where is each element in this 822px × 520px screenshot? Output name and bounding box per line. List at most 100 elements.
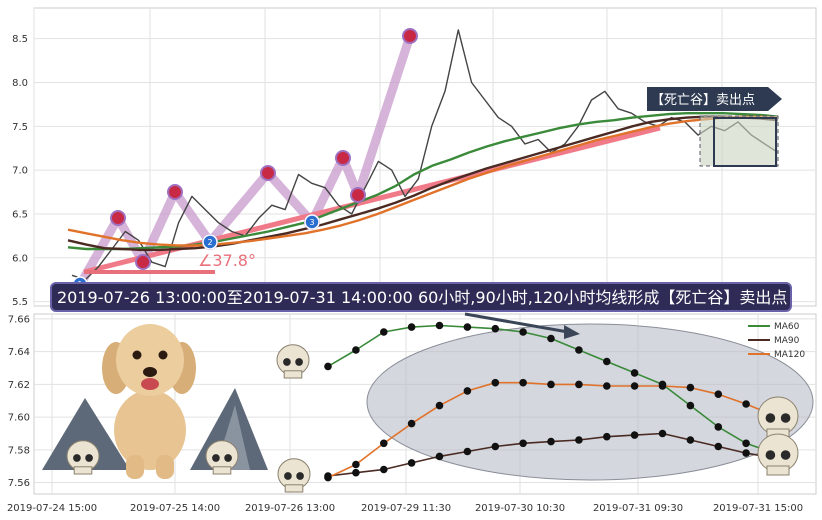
zoom-y-tick: 7.60 [8,413,30,424]
zoom-series-point [630,431,639,439]
zoom-series-point [324,362,332,371]
zoom-series-point [714,423,723,431]
legend-entry: MA90 [774,336,800,346]
skull-eye [780,413,791,423]
zoom-series-point [519,378,527,387]
skull-eye [296,472,304,480]
zoom-series-point [547,380,555,389]
wave-marker-label: 2 [207,238,212,247]
price-y-tick: 5.5 [12,297,28,308]
zoom-series-point [575,380,583,389]
signal-banner [50,282,792,312]
wave-marker [304,214,320,230]
zoom-series [324,321,778,482]
dog-illustration-icon [42,324,268,479]
zoom-series-point [380,439,388,448]
price-y-tick: 8.0 [12,78,28,89]
zoom-y-tick: 7.56 [8,478,30,489]
wave-marker [202,234,218,250]
x-tick-label: 2019-07-30 10:30 [475,503,565,514]
zoom-series-point [603,432,611,441]
skull-eye [283,358,291,366]
zoom-series-point [686,383,695,392]
price-y-axis: 5.5 6.0 6.5 7.0 7.5 8.0 8.5 [12,34,28,308]
zoom-series-point [575,346,583,354]
zoom-series-point [435,401,444,410]
zoom-series-point [742,400,750,408]
zoom-series-point [352,346,360,354]
wave-point [167,184,183,200]
banner-arrow-head [564,325,580,339]
x-tick-label: 2019-07-25 14:00 [130,503,220,514]
price-y-tick: 6.5 [12,209,28,220]
zoom-series-point [547,437,555,446]
zoom-series-point [742,439,750,448]
trend-angle-label: ∠37.8° [198,251,256,270]
skull-eye [212,454,220,462]
price-y-tick: 7.5 [12,122,28,133]
skull-eye [85,454,93,462]
wave-point [135,254,151,270]
sell-label: 【死亡谷】卖出点 [651,93,755,108]
zoom-series-point [686,436,695,444]
zoom-series-point [352,460,360,469]
x-tick-label: 2019-07-31 15:00 [713,503,803,514]
skull-jaw [283,370,303,379]
zoom-series-point [686,401,695,410]
zoom-series-point [575,436,583,444]
skull-eye [224,454,232,462]
signal-banner-text: 2019-07-26 13:00:00至2019-07-31 14:00:00 … [57,288,787,307]
zoom-y-tick: 7.64 [8,347,30,358]
series-ma120 [67,115,779,247]
wave-highlight [76,34,415,288]
zoom-series-point [491,378,500,387]
zoom-y-tick: 7.62 [8,380,30,391]
zoom-series-point [435,452,444,461]
sell-zone-frame [713,117,777,167]
zoom-series-point [603,357,611,366]
legend: MA60 MA90 MA120 [748,322,805,360]
x-axis: 2019-07-24 15:00 2019-07-25 14:00 2019-07-… [7,503,803,514]
x-tick-label: 2019-07-26 13:00 [245,503,335,514]
skull-eye [73,454,81,462]
zoom-series-point [547,334,555,343]
price-y-tick: 6.0 [12,253,28,264]
wave-point [110,210,126,226]
zoom-series-point [407,459,416,467]
skull-eye [765,413,776,423]
wave-point [260,165,276,181]
price-y-tick: 7.0 [12,166,28,177]
zoom-series-point [380,328,388,336]
zoom-series-point [630,369,639,377]
skull-eye [284,472,292,480]
legend-entry: MA60 [774,322,800,332]
skull-eye [765,450,776,460]
price-series: 123 [67,28,779,293]
wave-point [402,28,418,44]
zoom-series-point [463,447,472,456]
zoom-y-tick: 7.58 [8,445,30,456]
zoom-y-axis: 7.56 7.58 7.60 7.62 7.64 7.66 [8,314,30,489]
zoom-series-point [658,382,667,390]
zoom-series-point [603,382,611,390]
zoom-series-point [519,328,527,336]
death-valley-ellipse [366,323,814,481]
zoom-series-point [463,387,472,395]
zoom-series-point [658,429,667,438]
zoom-series-point [630,382,639,390]
skull-jaw [766,465,790,476]
zoom-series-point [742,449,750,457]
zoom-series-point [435,321,444,330]
zoom-series-point [463,323,472,331]
zoom-series-point [519,439,527,448]
x-tick-label: 2019-07-29 11:30 [361,503,451,514]
skull-jaw [212,466,232,475]
skull-eye [780,450,791,460]
zoom-series-point [491,324,500,333]
wave-marker-label: 3 [309,218,314,227]
zoom-y-tick: 7.66 [8,314,30,325]
series-ma90 [67,115,779,252]
sell-zone [699,115,779,167]
